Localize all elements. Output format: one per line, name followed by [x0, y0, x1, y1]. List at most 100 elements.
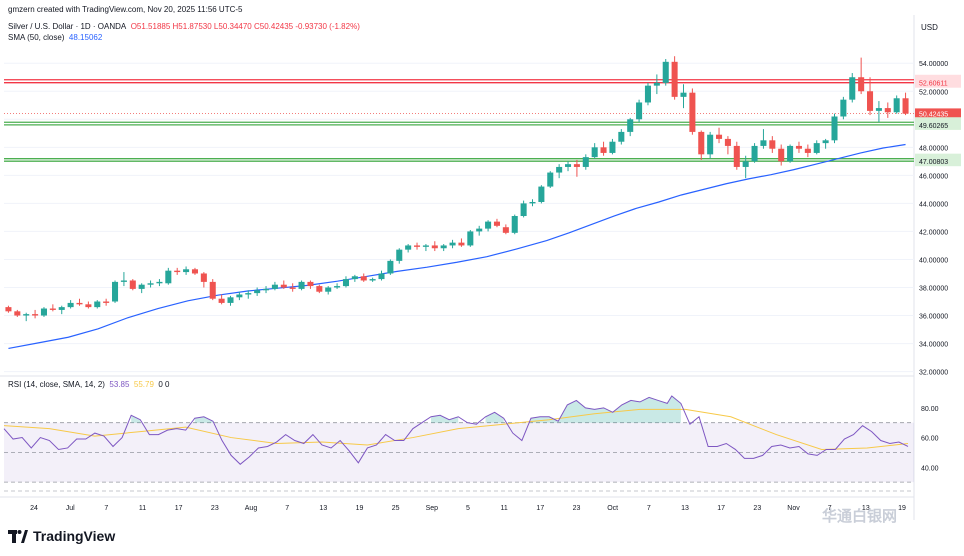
candle-body	[156, 281, 163, 284]
rsi-sma-value: 55.79	[133, 380, 154, 389]
price-tick-label: 32.00000	[919, 370, 948, 377]
high-value: H51.87530	[172, 22, 212, 31]
candle-body	[14, 311, 21, 316]
sma-label: SMA (50, close)	[8, 33, 65, 42]
price-level-label: 47.00803	[919, 159, 948, 166]
candle-body	[263, 288, 270, 291]
candle-body	[334, 286, 341, 288]
time-tick-label: 23	[211, 505, 219, 512]
price-pane	[4, 56, 914, 350]
candle-body	[653, 82, 660, 86]
rsi-value: 53.85	[109, 380, 130, 389]
time-tick-label: 17	[717, 505, 725, 512]
candle-body	[103, 301, 110, 303]
candle-body	[414, 245, 421, 247]
rsi-overbought-fill	[431, 415, 459, 423]
time-tick-label: 25	[392, 505, 400, 512]
candle-body	[85, 304, 92, 308]
time-tick-label: Sep	[426, 505, 439, 512]
candle-body	[165, 270, 172, 284]
candle-body	[200, 273, 207, 282]
candle-body	[680, 92, 687, 97]
candle-body	[67, 302, 74, 308]
candle-body	[662, 61, 669, 83]
time-tick-label: 13	[681, 505, 689, 512]
candle-body	[120, 280, 127, 282]
price-tick-label: 42.00000	[919, 229, 948, 236]
candle-body	[325, 287, 332, 292]
candle-body	[813, 143, 820, 153]
candle-body	[520, 203, 527, 217]
candle-body	[138, 284, 145, 289]
time-tick-label: 7	[828, 505, 832, 512]
watermark: 华通白银网	[822, 508, 898, 525]
price-tick-label: 34.00000	[919, 342, 948, 349]
candle-body	[547, 172, 554, 187]
candle-body	[751, 145, 758, 162]
candle-body	[831, 116, 838, 141]
price-level-label: 52.60611	[919, 81, 948, 88]
time-tick-label: 7	[647, 505, 651, 512]
price-level-label: 50.42435	[919, 111, 948, 118]
candle-body	[787, 145, 794, 162]
rsi-extra: 0 0	[158, 380, 170, 389]
chart-credit: gmzern created with TradingView.com, Nov…	[8, 5, 243, 14]
candle-body	[449, 242, 456, 246]
candle-body	[58, 307, 65, 310]
price-tick-label: 46.00000	[919, 173, 948, 180]
candle-body	[5, 307, 12, 312]
price-tick-label: 40.00000	[919, 257, 948, 264]
candle-body	[689, 92, 696, 132]
rsi-tick-label: 40.00	[921, 465, 939, 472]
candle-body	[467, 231, 474, 246]
candle-body	[476, 228, 483, 232]
candle-body	[369, 279, 376, 281]
open-value: O51.51885	[130, 22, 171, 31]
candle-body	[174, 270, 181, 273]
candle-body	[884, 108, 891, 113]
candle-body	[76, 302, 83, 305]
rsi-tick-label: 80.00	[921, 406, 939, 413]
rsi-sma-line	[3, 408, 909, 450]
time-tick-label: 5	[466, 505, 470, 512]
sma-legend: SMA (50, close) 48.15062	[8, 33, 102, 42]
rsi-overbought-fill	[194, 416, 213, 423]
candle-body	[440, 245, 447, 249]
candle-body	[867, 91, 874, 111]
candle-body	[582, 157, 589, 167]
candle-body	[493, 221, 500, 226]
candle-body	[742, 161, 749, 167]
candle-body	[573, 164, 580, 167]
candle-body	[778, 148, 785, 162]
time-tick-label: 24	[30, 505, 38, 512]
candle-body	[147, 283, 154, 285]
time-tick-label: 11	[139, 505, 146, 512]
time-tick-label: 11	[501, 505, 508, 512]
time-tick-label: 23	[753, 505, 761, 512]
candle-body	[387, 260, 394, 274]
candle-body	[849, 77, 856, 100]
candle-body	[32, 314, 39, 316]
price-level-label: 49.60265	[919, 123, 948, 130]
candle-body	[822, 140, 829, 144]
time-tick-label: Jul	[66, 505, 75, 512]
rsi-label: RSI (14, close, SMA, 14, 2)	[8, 380, 105, 389]
time-tick-label: 19	[898, 505, 906, 512]
candle-body	[49, 308, 56, 310]
candle-body	[405, 245, 412, 250]
candle-body	[360, 276, 367, 281]
price-level-badge	[915, 108, 961, 119]
candle-body	[236, 294, 243, 298]
tradingview-logo[interactable]: TradingView	[8, 528, 115, 544]
price-tick-label: 48.00000	[919, 145, 948, 152]
candle-body	[218, 298, 225, 303]
price-level-badge	[915, 119, 961, 130]
time-tick-label: 13	[862, 505, 870, 512]
candle-body	[280, 284, 287, 288]
candle-body	[191, 269, 198, 274]
candle-body	[840, 99, 847, 117]
time-tick-label: Oct	[607, 505, 618, 512]
candle-body	[378, 273, 385, 280]
time-tick-label: 23	[573, 505, 581, 512]
